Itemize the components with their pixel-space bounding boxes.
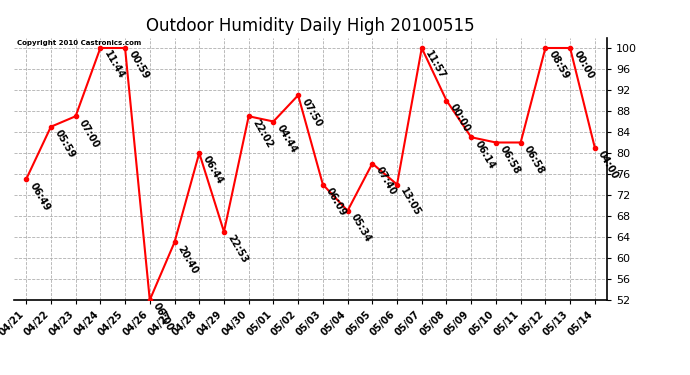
Text: 07:00: 07:00 [77,118,101,150]
Text: 06:44: 06:44 [201,154,225,186]
Text: 06:58: 06:58 [522,144,546,176]
Text: 22:02: 22:02 [250,118,274,150]
Title: Outdoor Humidity Daily High 20100515: Outdoor Humidity Daily High 20100515 [146,16,475,34]
Text: 07:40: 07:40 [374,165,398,197]
Text: 06:09: 06:09 [324,186,348,218]
Text: 20:40: 20:40 [176,244,200,276]
Text: 06:14: 06:14 [473,139,497,171]
Text: 00:00: 00:00 [448,102,472,134]
Text: Copyright 2010 Castronics.com: Copyright 2010 Castronics.com [17,40,141,46]
Text: 11:57: 11:57 [423,50,447,81]
Text: 06:00: 06:00 [151,302,175,333]
Text: 07:50: 07:50 [299,97,324,129]
Text: 22:53: 22:53 [226,233,250,265]
Text: 05:34: 05:34 [349,212,373,244]
Text: 00:00: 00:00 [571,50,595,81]
Text: 05:59: 05:59 [52,128,77,160]
Text: 11:44: 11:44 [101,50,126,81]
Text: 08:59: 08:59 [546,50,571,81]
Text: 04:00: 04:00 [596,149,620,181]
Text: 13:05: 13:05 [398,186,422,218]
Text: 04:44: 04:44 [275,123,299,155]
Text: 06:58: 06:58 [497,144,522,176]
Text: 06:49: 06:49 [28,181,52,213]
Text: 00:59: 00:59 [126,50,150,81]
